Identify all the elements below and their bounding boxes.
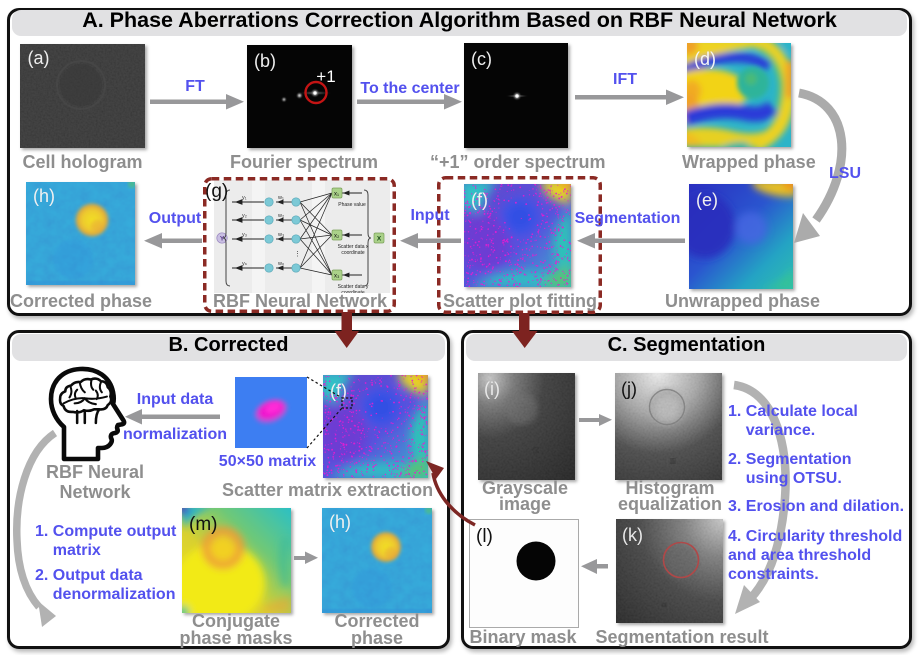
svg-text:(j): (j) <box>621 379 637 399</box>
svg-text:w₃: w₃ <box>277 232 284 238</box>
svg-text:w₁: w₁ <box>277 195 284 201</box>
svg-text:y₃: y₃ <box>242 232 247 238</box>
svg-text:yₙ: yₙ <box>242 261 248 267</box>
svg-text:x₁: x₁ <box>334 192 339 198</box>
svg-text:(b): (b) <box>254 51 276 71</box>
svg-text:x₃: x₃ <box>334 274 340 280</box>
svg-text:(a): (a) <box>28 48 50 68</box>
svg-text:(i): (i) <box>484 379 500 399</box>
svg-text:X: X <box>377 236 382 243</box>
svg-text:(c): (c) <box>471 49 492 69</box>
svg-text:y₂: y₂ <box>242 213 247 219</box>
svg-text:wₙ: wₙ <box>277 261 285 267</box>
svg-text:(d): (d) <box>694 49 716 69</box>
svg-text:(k): (k) <box>622 525 643 545</box>
svg-text:(f): (f) <box>471 190 488 210</box>
svg-text:Y: Y <box>220 236 225 243</box>
svg-text:⋮: ⋮ <box>294 251 301 258</box>
svg-text:(e): (e) <box>696 190 718 210</box>
svg-text:(l): (l) <box>476 526 493 547</box>
svg-text:x₂: x₂ <box>334 234 340 240</box>
svg-text:(h): (h) <box>329 512 351 532</box>
svg-text:(h): (h) <box>33 186 55 206</box>
svg-text:(f): (f) <box>330 381 347 401</box>
svg-text:w₂: w₂ <box>277 213 284 219</box>
svg-text:+1: +1 <box>316 67 335 86</box>
svg-text:coordinate: coordinate <box>341 250 365 256</box>
svg-text:y₁: y₁ <box>242 195 247 201</box>
svg-text:(m): (m) <box>189 514 217 535</box>
svg-text:Phase value: Phase value <box>338 202 366 208</box>
